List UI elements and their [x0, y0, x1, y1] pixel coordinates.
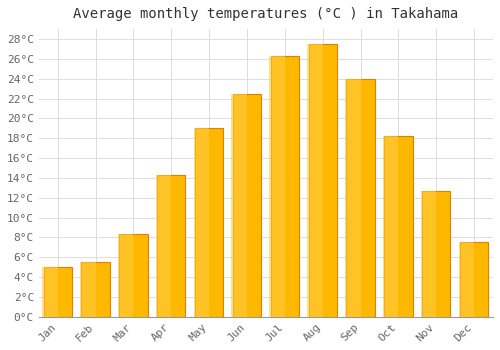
Bar [460, 243, 488, 317]
Bar [458, 243, 474, 317]
Bar [384, 136, 412, 317]
Bar [44, 267, 72, 317]
Bar [270, 56, 299, 317]
Bar [308, 44, 337, 317]
Bar [80, 262, 96, 317]
Bar [345, 79, 360, 317]
Title: Average monthly temperatures (°C ) in Takahama: Average monthly temperatures (°C ) in Ta… [74, 7, 458, 21]
Bar [383, 136, 398, 317]
Bar [156, 175, 172, 317]
Bar [422, 191, 450, 317]
Bar [307, 44, 322, 317]
Bar [157, 175, 186, 317]
Bar [420, 191, 436, 317]
Bar [119, 234, 148, 317]
Bar [195, 128, 224, 317]
Bar [346, 79, 375, 317]
Bar [42, 267, 58, 317]
Bar [233, 93, 261, 317]
Bar [194, 128, 209, 317]
Bar [118, 234, 134, 317]
Bar [232, 93, 247, 317]
Bar [269, 56, 285, 317]
Bar [82, 262, 110, 317]
